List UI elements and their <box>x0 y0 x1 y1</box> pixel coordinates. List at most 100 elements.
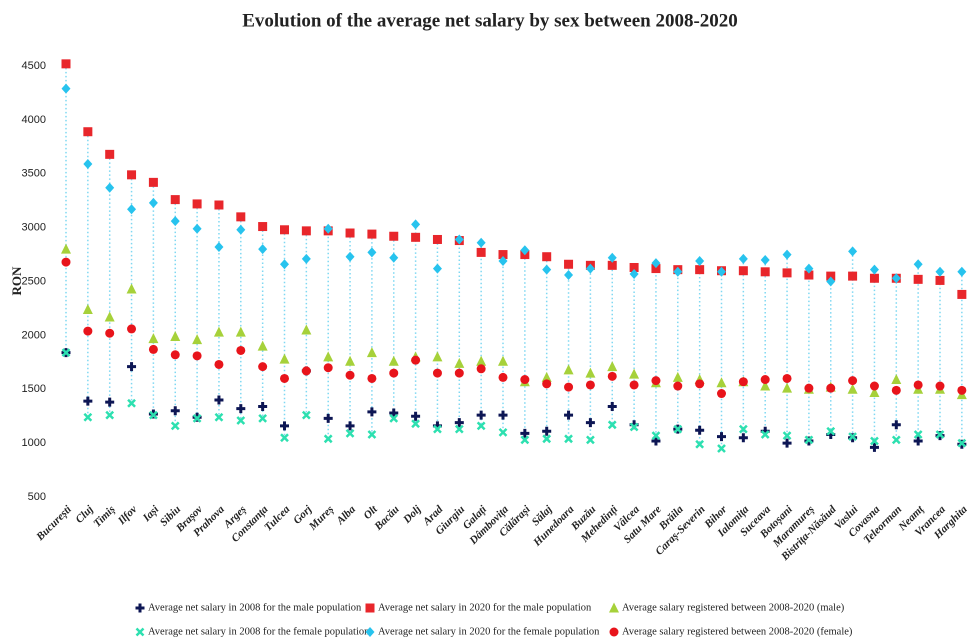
marker <box>301 366 311 376</box>
x-tick-label: Dolj <box>400 503 424 527</box>
marker <box>717 432 726 442</box>
marker <box>301 226 311 236</box>
marker <box>170 216 180 227</box>
y-tick-label: 4000 <box>22 114 46 126</box>
marker <box>257 340 268 351</box>
marker <box>542 379 552 389</box>
marker <box>869 442 879 452</box>
marker <box>891 420 901 430</box>
marker <box>498 410 508 420</box>
y-tick-label: 3000 <box>22 222 46 234</box>
marker <box>236 416 246 425</box>
marker <box>214 359 224 369</box>
marker <box>760 380 771 391</box>
marker <box>542 426 552 436</box>
marker <box>607 361 618 372</box>
marker <box>891 435 901 445</box>
marker <box>826 276 836 287</box>
y-tick-label: 4500 <box>22 60 46 72</box>
marker <box>192 334 203 345</box>
marker <box>564 259 574 269</box>
marker <box>367 229 377 239</box>
marker <box>127 324 137 334</box>
y-tick-label: 1500 <box>22 383 46 395</box>
marker <box>651 258 661 269</box>
marker <box>192 351 202 361</box>
marker <box>891 273 901 284</box>
marker <box>235 326 246 337</box>
marker <box>170 195 180 205</box>
marker <box>280 225 289 235</box>
marker <box>585 418 595 428</box>
marker <box>651 376 661 386</box>
marker <box>498 355 508 366</box>
marker <box>782 249 792 260</box>
marker <box>170 406 180 416</box>
marker <box>782 373 792 383</box>
marker <box>542 252 552 262</box>
marker <box>170 330 181 341</box>
marker <box>476 237 486 248</box>
marker <box>717 389 726 399</box>
marker <box>957 289 967 299</box>
marker <box>869 386 880 397</box>
marker <box>804 270 814 280</box>
marker <box>127 398 136 408</box>
marker <box>105 149 115 159</box>
legend-label: Average net salary in 2008 for the femal… <box>148 626 370 637</box>
marker <box>498 427 508 437</box>
legend-label: Average salary registered between 2008-2… <box>622 602 845 613</box>
marker <box>586 435 595 445</box>
marker <box>135 603 145 613</box>
marker <box>82 304 93 315</box>
marker <box>345 370 355 380</box>
marker <box>367 373 377 383</box>
marker <box>83 396 93 406</box>
marker <box>935 266 945 277</box>
marker <box>170 350 180 360</box>
marker <box>609 602 619 613</box>
marker <box>869 381 879 391</box>
marker <box>563 364 574 375</box>
marker <box>716 377 727 388</box>
marker <box>760 430 770 439</box>
marker <box>280 433 289 443</box>
marker <box>367 407 377 417</box>
marker <box>629 422 639 432</box>
marker <box>913 436 923 446</box>
marker <box>61 243 71 254</box>
marker <box>913 274 923 284</box>
marker <box>258 401 268 411</box>
marker <box>957 385 967 395</box>
marker <box>323 413 333 423</box>
marker <box>148 344 158 354</box>
y-axis-label: RON <box>9 266 24 296</box>
y-tick-label: 2000 <box>22 329 46 341</box>
marker <box>192 199 202 209</box>
marker <box>782 431 792 440</box>
marker <box>345 421 355 431</box>
marker <box>607 401 617 411</box>
marker <box>848 432 857 442</box>
marker <box>826 426 836 436</box>
marker <box>760 375 770 385</box>
marker <box>236 345 246 355</box>
marker <box>672 371 683 382</box>
marker <box>126 283 137 294</box>
marker <box>432 351 443 362</box>
marker <box>804 263 814 274</box>
legend-label: Average salary registered between 2008-2… <box>622 626 853 637</box>
marker <box>609 627 619 637</box>
marker <box>738 253 748 264</box>
marker <box>258 222 268 232</box>
marker <box>432 368 442 378</box>
marker <box>366 347 377 358</box>
marker <box>520 435 530 445</box>
marker <box>476 355 487 366</box>
marker <box>782 268 792 278</box>
marker <box>520 428 530 438</box>
marker <box>585 380 595 390</box>
marker <box>957 266 967 277</box>
marker <box>280 421 289 431</box>
